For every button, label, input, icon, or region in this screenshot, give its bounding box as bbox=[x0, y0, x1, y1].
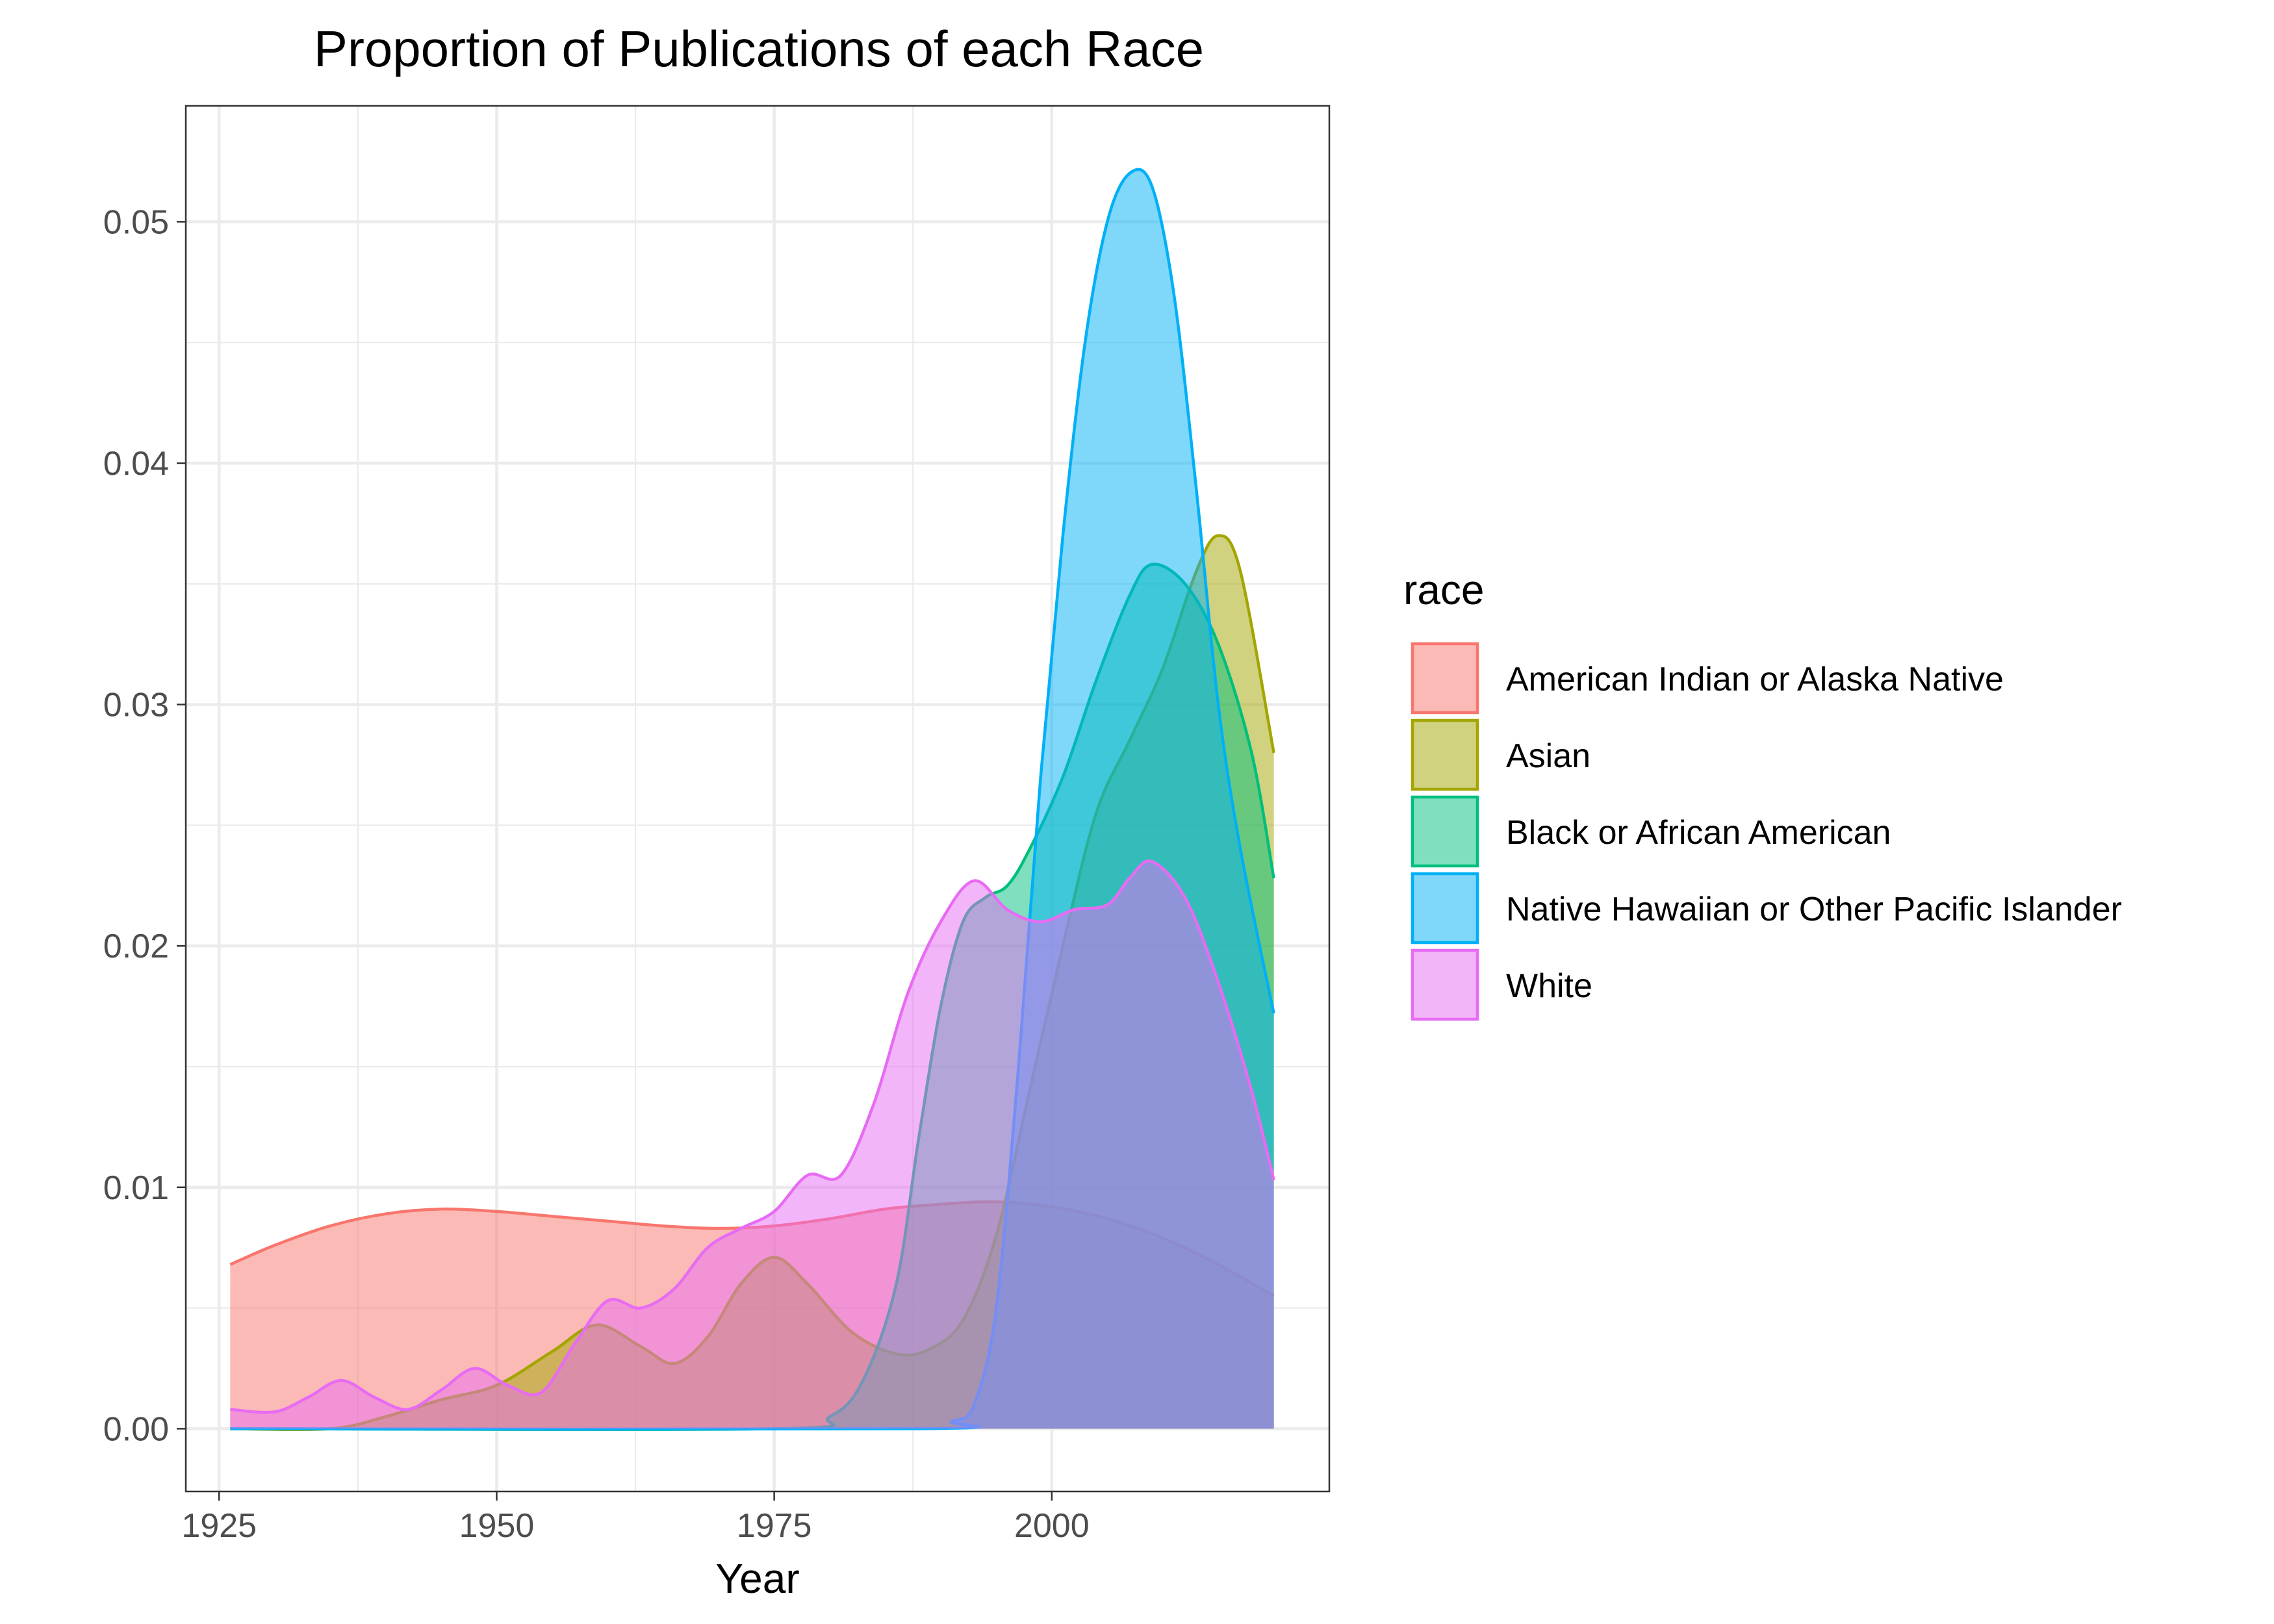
y-tick-label: 0.04 bbox=[103, 445, 169, 483]
x-tick-label: 1925 bbox=[181, 1507, 257, 1545]
legend-key-swatch bbox=[1411, 795, 1479, 868]
y-axis: 0.00 0.01 0.02 0.03 0.04 0.05 bbox=[103, 203, 186, 1448]
plot-border bbox=[185, 105, 1331, 1493]
legend-key-swatch bbox=[1411, 642, 1479, 715]
density-area-series-4 bbox=[230, 861, 1274, 1429]
y-tick-label: 0.00 bbox=[103, 1410, 169, 1448]
x-tick-label: 2000 bbox=[1014, 1507, 1090, 1545]
y-tick-label: 0.03 bbox=[103, 687, 169, 724]
y-tick-label: 0.01 bbox=[103, 1169, 169, 1207]
legend-title: race bbox=[1403, 566, 1485, 613]
legend-key-swatch bbox=[1411, 718, 1479, 791]
legend-label: Asian bbox=[1506, 737, 1591, 775]
density-areas bbox=[229, 168, 1275, 1432]
x-axis: 1925 1950 1975 2000 bbox=[181, 1491, 1090, 1545]
legend-label: Black or African American bbox=[1506, 814, 1891, 852]
legend-label: Native Hawaiian or Other Pacific Islande… bbox=[1506, 891, 2122, 928]
legend-key-swatch bbox=[1411, 872, 1479, 945]
legend: American Indian or Alaska Native Asian Bla… bbox=[1409, 640, 2122, 1023]
y-tick-label: 0.05 bbox=[103, 203, 169, 241]
legend-key-swatch bbox=[1411, 948, 1479, 1021]
density-line-series-4 bbox=[230, 859, 1275, 1414]
legend-label: White bbox=[1506, 967, 1592, 1005]
x-tick-label: 1975 bbox=[737, 1507, 812, 1545]
x-axis-title: Year bbox=[715, 1555, 799, 1602]
y-tick-label: 0.02 bbox=[103, 928, 169, 965]
legend-label: American Indian or Alaska Native bbox=[1506, 661, 2004, 698]
x-tick-label: 1950 bbox=[459, 1507, 535, 1545]
chart-title: Proportion of Publications of each Race bbox=[314, 20, 1204, 77]
